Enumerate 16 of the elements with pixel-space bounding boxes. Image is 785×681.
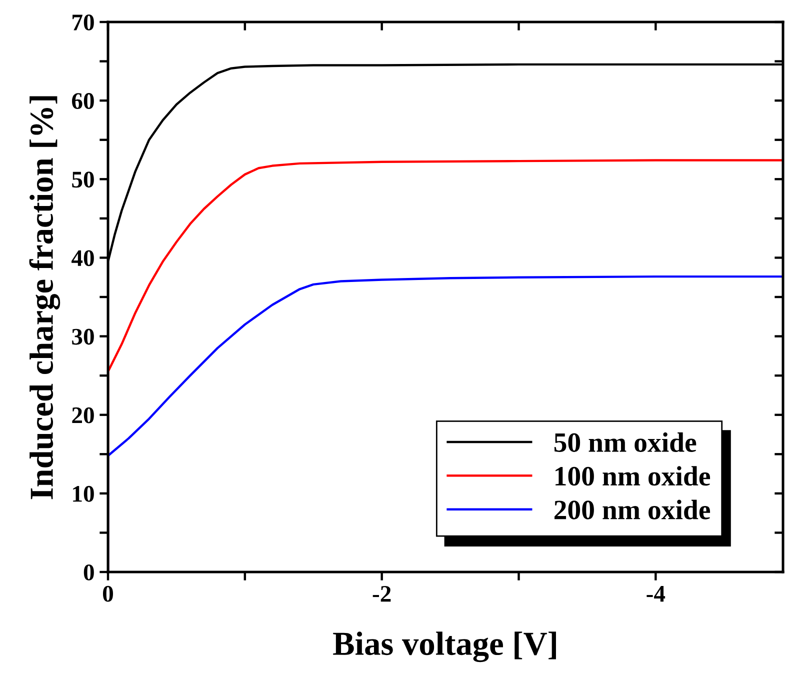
x-axis-title: Bias voltage [V] (333, 632, 556, 662)
legend-label: 200 nm oxide (554, 500, 710, 520)
y-tick-label: 20 (72, 407, 94, 424)
y-tick-label: 70 (72, 14, 94, 30)
y-tick-label: 10 (73, 486, 94, 502)
y-tick-label: 60 (72, 93, 94, 109)
x-tick-label: 0 (102, 586, 114, 602)
legend-label: 100 nm oxide (556, 466, 710, 486)
y-tick-label: 30 (72, 328, 94, 345)
y-tick-label: 0 (84, 564, 94, 580)
y-axis-title: Induced charge fraction [%] (29, 96, 60, 500)
legend-label: 50 nm oxide (554, 432, 696, 452)
x-tick-label: -2 (372, 586, 391, 602)
x-tick-label: -4 (646, 586, 666, 602)
y-tick-label: 50 (72, 172, 94, 188)
y-tick-label: 40 (72, 250, 94, 266)
